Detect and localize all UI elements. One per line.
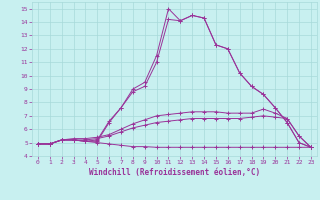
X-axis label: Windchill (Refroidissement éolien,°C): Windchill (Refroidissement éolien,°C) — [89, 168, 260, 177]
